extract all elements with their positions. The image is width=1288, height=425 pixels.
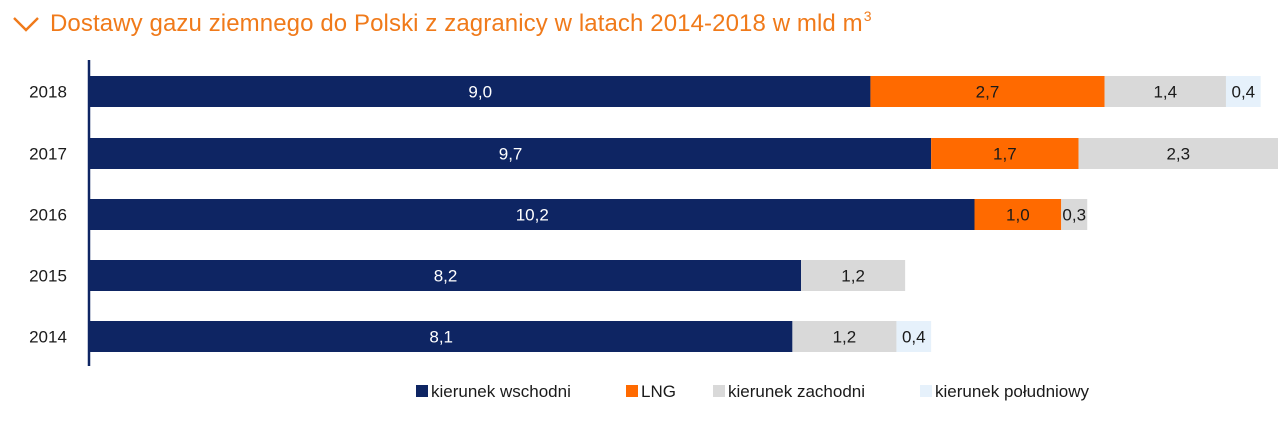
y-tick-label: 2018 <box>29 83 67 102</box>
bar-segment-kierunek-wschodni <box>90 321 793 352</box>
data-label: 2,7 <box>976 83 1000 102</box>
bar-segment-lng <box>870 76 1105 107</box>
data-label: 2,3 <box>1166 145 1190 164</box>
bar-segment-kierunek-zachodni <box>1078 138 1278 169</box>
chevron-down-icon[interactable] <box>12 15 40 33</box>
bar-segment-kierunek-zachodni <box>801 260 906 291</box>
data-label: 8,2 <box>434 267 458 286</box>
legend-item-label: LNG <box>641 382 676 401</box>
bar-segment-kierunek-zachodni <box>1104 76 1226 107</box>
bar-segment-kierunek-wschodni <box>90 138 932 169</box>
y-tick-label: 2016 <box>29 206 67 225</box>
chart-header: Dostawy gazu ziemnego do Polski z zagran… <box>12 6 872 42</box>
data-label: 9,0 <box>468 83 492 102</box>
data-label: 0,4 <box>902 328 926 347</box>
data-label: 10,2 <box>516 206 549 225</box>
legend-swatch <box>713 385 725 397</box>
y-tick-label: 2017 <box>29 145 67 164</box>
chart-title: Dostawy gazu ziemnego do Polski z zagran… <box>50 8 872 37</box>
legend-swatch <box>920 385 932 397</box>
data-label: 1,7 <box>993 145 1017 164</box>
bar-segment-kierunek-południowy <box>1225 76 1261 107</box>
legend-item-label: kierunek wschodni <box>431 382 571 401</box>
y-tick-label: 2014 <box>29 328 67 347</box>
data-label: 1,2 <box>841 267 865 286</box>
bar-segment-kierunek-wschodni <box>90 76 871 107</box>
legend-item-label: kierunek południowy <box>935 382 1090 401</box>
data-label: 0,4 <box>1231 83 1255 102</box>
bar-segment-kierunek-wschodni <box>90 199 975 230</box>
bar-segment-kierunek-zachodni <box>1061 199 1088 230</box>
y-tick-label: 2015 <box>29 267 67 286</box>
data-label: 1,2 <box>833 328 857 347</box>
data-label: 1,0 <box>1006 206 1030 225</box>
data-label: 0,3 <box>1062 206 1086 225</box>
bar-segment-kierunek-południowy <box>896 321 932 352</box>
legend-swatch <box>626 385 638 397</box>
bar-segment-lng <box>974 199 1062 230</box>
bar-segment-lng <box>931 138 1079 169</box>
data-label: 8,1 <box>429 328 453 347</box>
legend-swatch <box>416 385 428 397</box>
legend-item-label: kierunek zachodni <box>728 382 865 401</box>
bar-segment-kierunek-zachodni <box>792 321 897 352</box>
data-label: 1,4 <box>1153 83 1177 102</box>
data-label: 9,7 <box>499 145 523 164</box>
bar-segment-kierunek-wschodni <box>90 260 802 291</box>
